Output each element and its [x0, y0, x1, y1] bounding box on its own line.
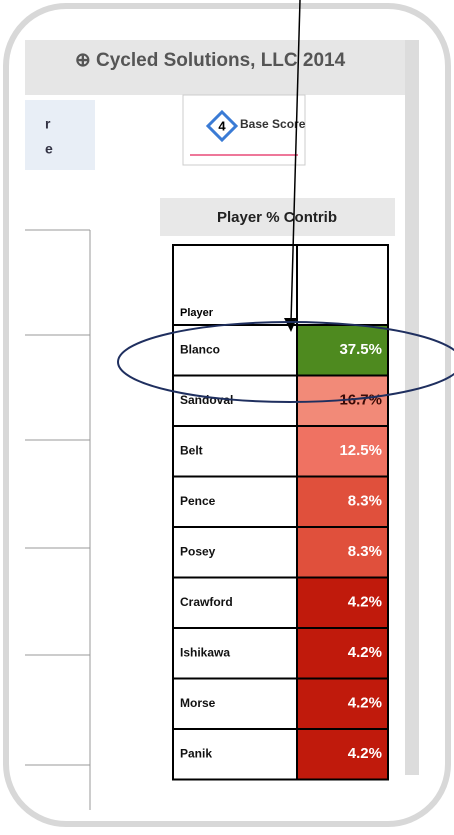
player-contrib: 16.7%	[339, 392, 382, 409]
player-contrib: 4.2%	[348, 695, 382, 712]
logo-diamond	[205, 109, 239, 143]
player-name: Pence	[180, 494, 216, 508]
highlight-ellipse	[117, 321, 454, 403]
contrib-cell	[296, 576, 389, 629]
left-fragment: e	[45, 141, 53, 157]
left-fragment: r	[45, 116, 51, 132]
column-header	[172, 244, 389, 326]
arrow-line	[290, 0, 301, 323]
name-cell	[172, 576, 298, 629]
player-name: Panik	[180, 746, 212, 760]
player-name: Blanco	[180, 342, 220, 356]
left-grid	[25, 229, 91, 810]
player-name: Ishikawa	[180, 645, 230, 659]
name-cell	[172, 728, 298, 781]
left-cell	[25, 100, 95, 170]
player-contrib: 4.2%	[348, 644, 382, 661]
contrib-cell	[296, 627, 389, 680]
player-contrib: 4.2%	[348, 745, 382, 762]
column-header-text: Player	[180, 307, 214, 319]
contrib-cell	[296, 526, 389, 579]
player-contrib: 8.3%	[348, 493, 382, 510]
name-cell	[172, 677, 298, 730]
name-cell	[172, 526, 298, 579]
logo-number: 4	[218, 118, 226, 133]
rows: Blanco 37.5% Sandoval 16.7% Belt 12.5% Pence 8.…	[172, 324, 389, 781]
player-name: Belt	[180, 443, 203, 457]
contrib-cell	[296, 475, 389, 528]
name-cell	[172, 475, 298, 528]
player-name: Posey	[180, 544, 216, 558]
header-bar	[25, 40, 405, 95]
logo-box	[182, 94, 306, 166]
player-name: Crawford	[180, 595, 233, 609]
player-name: Morse	[180, 696, 216, 710]
right-strip	[405, 40, 419, 775]
player-contrib: 37.5%	[339, 341, 382, 358]
contrib-cell	[296, 677, 389, 730]
contrib-cell	[296, 425, 389, 478]
player-contrib: 4.2%	[348, 594, 382, 611]
header-title: ⊕ Cycled Solutions, LLC 2014	[75, 50, 346, 71]
player-contrib: 8.3%	[348, 543, 382, 560]
table-title-bg	[160, 198, 395, 236]
table-title: Player % Contrib	[217, 209, 337, 226]
contrib-cell	[296, 728, 389, 781]
player-contrib: 12.5%	[339, 442, 382, 459]
player-name: Sandoval	[180, 393, 233, 407]
logo-name: Base Score	[240, 117, 306, 131]
